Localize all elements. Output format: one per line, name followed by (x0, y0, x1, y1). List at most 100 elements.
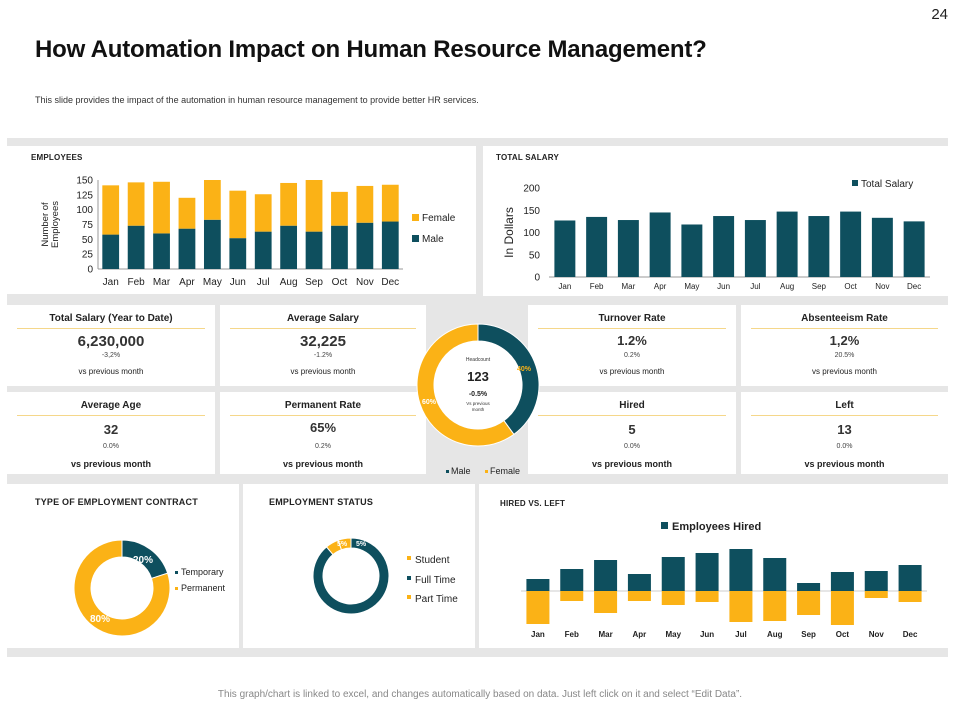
total-salary-card: TOTAL SALARY 0 50 100 150 200 In Dollars Jan Fe… (483, 146, 948, 296)
bar-female-oct (331, 191, 348, 226)
y-tick-label: 25 (82, 250, 94, 261)
page-title: How Automation Impact on Human Resource … (35, 36, 707, 63)
bar-male-apr (178, 228, 196, 269)
x-tick-label: Feb (565, 630, 579, 639)
kpi-average-salary: Average Salary 32,225 -1.2% vs previous … (220, 305, 426, 386)
bar-male-mar (153, 233, 170, 269)
headcount-value-label-female: 60% (422, 399, 437, 406)
bar-male-sep (305, 231, 323, 269)
x-tick-label: Oct (332, 277, 348, 288)
bar-hired-feb (560, 569, 584, 591)
kpi-average-salary-vs: vs previous month (290, 367, 356, 376)
kpi-average-age-value: 32 (103, 422, 119, 437)
bar-female-mar (153, 181, 170, 234)
bar-male-aug (280, 225, 298, 269)
legend-swatch-male (412, 235, 419, 242)
headcount-center-note: Vs previous (466, 401, 490, 406)
bar-hired-jul (729, 549, 753, 591)
status-slice-part-time (325, 539, 343, 556)
bar-male-oct (331, 225, 348, 269)
bar-salary-apr (649, 212, 671, 277)
status-value-label-full-time: 80% (352, 620, 368, 629)
bar-salary-jun (713, 216, 735, 277)
y-tick-label: 125 (76, 190, 93, 201)
bar-female-jul (254, 194, 272, 232)
x-tick-label: May (684, 282, 699, 291)
bar-hired-dec (898, 565, 922, 591)
x-tick-label: Dec (903, 630, 918, 639)
x-tick-label: Mar (598, 630, 612, 639)
x-tick-label: Aug (780, 282, 794, 291)
kpi-absenteeism-rate-change: 20.5% (834, 352, 855, 359)
x-tick-label: May (203, 277, 222, 288)
bar-salary-nov (871, 217, 893, 277)
page-subtitle: This slide provides the impact of the au… (35, 95, 479, 105)
headcount-slice-female (416, 323, 515, 447)
kpi-left-title: Left (835, 400, 854, 411)
bar-male-feb (127, 225, 145, 269)
kpi-permanent-rate-change: 0.2% (315, 443, 331, 450)
legend-label-total-salary: Total Salary (861, 179, 913, 190)
employment-status-chart: 5% 5% 80% Student Full Time Part Time (312, 537, 458, 629)
x-tick-label: Feb (590, 282, 604, 291)
kpi-average-age-change: 0.0% (103, 443, 119, 450)
bar-female-dec (381, 184, 399, 222)
bar-left-oct (830, 591, 854, 625)
hired-vs-left-chart: Jan Feb Mar Apr May Jun Jul Aug Sep Oct Nov Dec Empl… (521, 521, 927, 639)
employees-title: EMPLOYEES (31, 153, 83, 162)
kpi-average-age: Average Age 32 0.0% vs previous month (7, 392, 215, 474)
kpi-divider (17, 328, 205, 329)
x-tick-label: Jun (230, 277, 246, 288)
legend-label-male: Male (451, 466, 471, 476)
bar-female-nov (356, 185, 374, 223)
bar-female-aug (280, 182, 298, 226)
bar-female-jun (229, 190, 247, 239)
bar-left-nov (864, 591, 888, 598)
x-tick-label: Jul (257, 277, 270, 288)
bar-salary-aug (776, 211, 798, 277)
kpi-divider (17, 415, 205, 416)
kpi-total-salary-change: -3,2% (101, 352, 121, 359)
employees-chart: 0 25 50 75 100 125 150 Number ofEmployees Jan Feb… (40, 176, 456, 289)
kpi-average-age-vs: vs previous month (70, 459, 151, 469)
legend-swatch-female (485, 470, 488, 473)
y-tick-label: 150 (523, 206, 540, 217)
bar-hired-apr (627, 574, 651, 591)
bar-left-jun (695, 591, 719, 602)
bar-hired-oct (830, 572, 854, 591)
bar-male-jun (229, 238, 247, 269)
x-tick-label: Sep (812, 282, 827, 291)
kpi-divider (751, 415, 938, 416)
bar-male-nov (356, 222, 374, 269)
bar-male-jul (254, 231, 272, 269)
x-tick-label: Aug (280, 277, 298, 288)
legend-swatch-female (412, 214, 419, 221)
contract-type-card: TYPE OF EMPLOYMENT CONTRACT 20% 80% Tempor… (7, 484, 239, 648)
x-tick-label: Jun (717, 282, 730, 291)
legend-label-employees-hired: Employees Hired (672, 521, 761, 533)
bar-hired-mar (594, 560, 618, 591)
bar-left-apr (627, 591, 651, 601)
status-value-label-part-time: 5% (356, 541, 367, 548)
legend-label-female: Female (490, 466, 520, 476)
legend-swatch-male (446, 470, 449, 473)
kpi-total-salary-title: Total Salary (Year to Date) (49, 313, 173, 324)
kpi-average-salary-change: -1.2% (313, 352, 333, 359)
legend-swatch-employees-hired (661, 522, 668, 529)
kpi-left-vs: vs previous month (804, 459, 885, 469)
y-tick-label: 100 (523, 228, 540, 239)
x-tick-label: Jul (750, 282, 760, 291)
x-tick-label: Sep (305, 277, 323, 288)
x-tick-label: Nov (869, 630, 885, 639)
bar-hired-aug (763, 558, 787, 591)
y-axis-label: Number ofEmployees (40, 201, 61, 248)
kpi-turnover-rate-vs: vs previous month (599, 367, 665, 376)
kpi-left-change: 0.0% (836, 443, 853, 450)
x-tick-label: Mar (621, 282, 635, 291)
kpi-divider (538, 328, 726, 329)
kpi-turnover-rate-title: Turnover Rate (598, 313, 666, 324)
x-tick-label: Oct (844, 282, 857, 291)
bar-male-may (203, 219, 221, 269)
bar-hired-jun (695, 553, 719, 591)
legend-swatch-student (407, 556, 411, 560)
